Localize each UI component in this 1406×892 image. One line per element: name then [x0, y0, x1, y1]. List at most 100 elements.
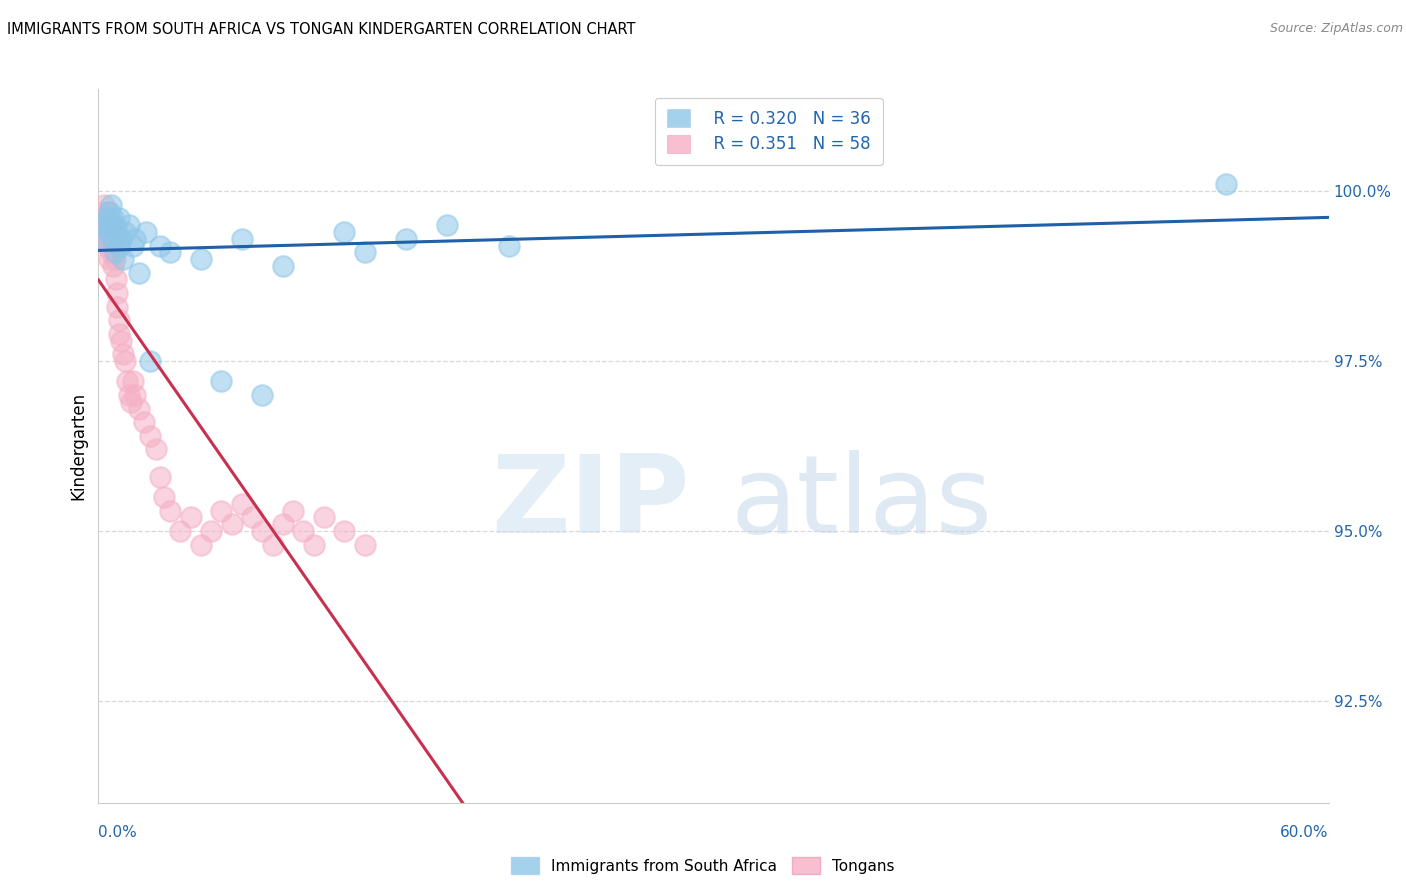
Point — [211, 375, 233, 389]
Point — [135, 225, 157, 239]
Point — [108, 326, 131, 341]
Point — [124, 232, 146, 246]
Point — [101, 232, 124, 246]
Point — [108, 238, 131, 252]
Point — [138, 354, 160, 368]
Point — [94, 211, 117, 226]
Text: Source: ZipAtlas.com: Source: ZipAtlas.com — [1270, 22, 1403, 36]
Point — [138, 429, 160, 443]
Point — [262, 537, 284, 551]
Point — [128, 266, 150, 280]
Point — [231, 232, 253, 246]
Point — [252, 524, 274, 538]
Point — [93, 232, 115, 246]
Point — [100, 218, 122, 232]
Point — [436, 218, 458, 232]
Point — [354, 245, 377, 260]
Point — [180, 510, 202, 524]
Point — [498, 238, 520, 252]
Point — [302, 537, 325, 551]
Point — [89, 218, 111, 232]
Point — [93, 218, 115, 232]
Point — [115, 375, 138, 389]
Point — [97, 225, 120, 239]
Point — [93, 218, 115, 232]
Text: ZIP: ZIP — [491, 450, 690, 556]
Text: 0.0%: 0.0% — [98, 825, 138, 840]
Point — [271, 517, 294, 532]
Point — [91, 225, 114, 239]
Point — [333, 524, 356, 538]
Point — [96, 238, 118, 252]
Point — [104, 252, 127, 266]
Text: 60.0%: 60.0% — [1281, 825, 1329, 840]
Point — [240, 510, 263, 524]
Text: IMMIGRANTS FROM SOUTH AFRICA VS TONGAN KINDERGARTEN CORRELATION CHART: IMMIGRANTS FROM SOUTH AFRICA VS TONGAN K… — [7, 22, 636, 37]
Point — [91, 232, 114, 246]
Point — [132, 415, 155, 429]
Text: atlas: atlas — [730, 450, 993, 556]
Point — [283, 503, 305, 517]
Point — [149, 238, 172, 252]
Point — [120, 394, 142, 409]
Point — [96, 211, 118, 226]
Point — [105, 286, 128, 301]
Point — [97, 204, 120, 219]
Point — [159, 245, 181, 260]
Point — [97, 218, 120, 232]
Point — [221, 517, 243, 532]
Point — [231, 497, 253, 511]
Point — [112, 252, 135, 266]
Point — [100, 225, 122, 239]
Point — [118, 388, 141, 402]
Point — [108, 313, 131, 327]
Point — [93, 198, 115, 212]
Point — [124, 388, 146, 402]
Point — [114, 354, 136, 368]
Point — [333, 225, 356, 239]
Legend:   R = 0.320   N = 36,   R = 0.351   N = 58: R = 0.320 N = 36, R = 0.351 N = 58 — [655, 97, 883, 165]
Point — [211, 503, 233, 517]
Point — [159, 503, 181, 517]
Point — [100, 198, 122, 212]
Point — [354, 537, 377, 551]
Point — [104, 232, 127, 246]
Point — [104, 218, 127, 232]
Point — [200, 524, 222, 538]
Point — [97, 252, 120, 266]
Point — [122, 375, 145, 389]
Point — [169, 524, 191, 538]
Point — [271, 259, 294, 273]
Point — [312, 510, 335, 524]
Point — [110, 232, 132, 246]
Point — [190, 252, 212, 266]
Point — [128, 401, 150, 416]
Point — [91, 211, 114, 226]
Point — [97, 232, 120, 246]
Point — [153, 490, 176, 504]
Point — [114, 225, 136, 239]
Point — [252, 388, 274, 402]
Point — [105, 225, 128, 239]
Point — [97, 204, 120, 219]
Point — [101, 259, 124, 273]
Point — [101, 211, 124, 226]
Point — [96, 225, 118, 239]
Point — [110, 334, 132, 348]
Point — [105, 300, 128, 314]
Y-axis label: Kindergarten: Kindergarten — [69, 392, 87, 500]
Point — [100, 218, 122, 232]
Point — [104, 272, 127, 286]
Point — [395, 232, 418, 246]
Point — [90, 204, 112, 219]
Point — [1215, 178, 1237, 192]
Point — [122, 238, 145, 252]
Point — [108, 211, 131, 226]
Point — [100, 245, 122, 260]
Point — [118, 218, 141, 232]
Point — [190, 537, 212, 551]
Point — [149, 469, 172, 483]
Point — [112, 347, 135, 361]
Point — [101, 238, 124, 252]
Point — [145, 442, 167, 457]
